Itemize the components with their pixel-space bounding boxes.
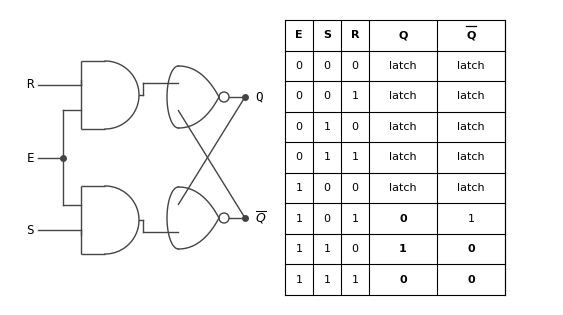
Text: latch: latch — [389, 91, 417, 101]
Text: 1: 1 — [296, 244, 302, 254]
Text: 1: 1 — [324, 275, 330, 285]
Text: latch: latch — [389, 61, 417, 71]
Text: 0: 0 — [351, 61, 359, 71]
Text: 1: 1 — [324, 244, 330, 254]
Text: latch: latch — [457, 152, 485, 163]
Text: 0: 0 — [296, 61, 302, 71]
Text: Q: Q — [255, 90, 262, 104]
Text: 1: 1 — [351, 214, 359, 224]
Text: $\overline{Q}$: $\overline{Q}$ — [255, 210, 267, 226]
Text: 1: 1 — [351, 91, 359, 101]
Text: 1: 1 — [324, 152, 330, 163]
Text: 1: 1 — [351, 275, 359, 285]
Text: 1: 1 — [351, 152, 359, 163]
Text: latch: latch — [457, 122, 485, 132]
Text: 0: 0 — [467, 244, 475, 254]
Text: 0: 0 — [467, 275, 475, 285]
Text: E: E — [26, 152, 34, 164]
Text: 0: 0 — [324, 91, 330, 101]
Text: 1: 1 — [296, 214, 302, 224]
Text: Q: Q — [398, 30, 408, 40]
Text: 0: 0 — [351, 183, 359, 193]
Text: 0: 0 — [296, 122, 302, 132]
Text: 0: 0 — [351, 244, 359, 254]
Text: R: R — [26, 78, 34, 91]
Text: E: E — [295, 30, 303, 40]
Text: latch: latch — [457, 91, 485, 101]
Text: 0: 0 — [324, 214, 330, 224]
Text: Q: Q — [466, 30, 476, 40]
Text: 1: 1 — [324, 122, 330, 132]
Text: 0: 0 — [324, 183, 330, 193]
Text: 0: 0 — [296, 91, 302, 101]
Text: 0: 0 — [296, 152, 302, 163]
Text: latch: latch — [389, 152, 417, 163]
Text: 0: 0 — [399, 275, 407, 285]
Text: 0: 0 — [351, 122, 359, 132]
Text: S: S — [323, 30, 331, 40]
Text: 0: 0 — [324, 61, 330, 71]
Text: latch: latch — [457, 183, 485, 193]
Text: S: S — [26, 224, 34, 237]
Text: 1: 1 — [296, 275, 302, 285]
Text: 1: 1 — [399, 244, 407, 254]
Text: latch: latch — [457, 61, 485, 71]
Text: 1: 1 — [467, 214, 475, 224]
Text: latch: latch — [389, 122, 417, 132]
Text: 1: 1 — [296, 183, 302, 193]
Text: R: R — [351, 30, 359, 40]
Text: latch: latch — [389, 183, 417, 193]
Text: 0: 0 — [399, 214, 407, 224]
